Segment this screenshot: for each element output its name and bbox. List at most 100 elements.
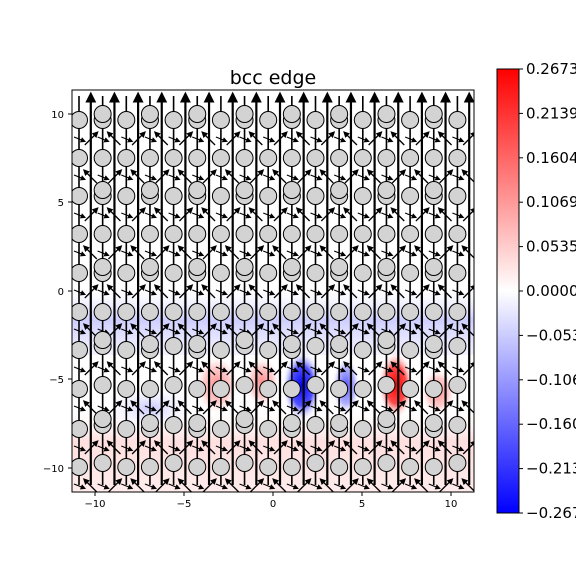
atom [259,225,278,243]
displacement-arrow [73,174,87,181]
displacement-arrow [130,400,145,415]
colorbar: 0.2673 0.2139 0.1604 0.1069 0.0535 0.0000 −0.0… [496,60,576,522]
atom [330,181,349,199]
displacement-arrow [239,250,252,257]
displacement-arrow [295,361,311,376]
displacement-arrow [428,212,441,219]
displacement-arrow [168,289,181,296]
displacement-arrow [192,405,205,412]
displacement-arrow [155,478,170,492]
displacement-arrow [368,284,383,299]
atom [164,303,183,321]
displacement-arrow [461,323,474,337]
displacement-arrow [368,207,383,222]
displacement-arrow [201,440,216,455]
displacement-arrow [297,323,312,338]
displacement-arrow [273,207,288,222]
atom [72,420,88,438]
displacement-arrow [286,445,299,452]
displacement-arrow [168,174,181,181]
displacement-arrow [320,207,336,222]
atom [424,181,443,199]
atom [259,458,278,476]
atom [235,410,254,428]
displacement-arrow [168,445,181,452]
atom [424,458,443,476]
displacement-arrow [144,289,157,296]
displacement-arrow [390,440,405,455]
displacement-arrow [239,174,252,181]
colorbar-gradient [496,68,520,514]
displacement-arrow [82,245,98,260]
displacement-arrow [144,250,157,257]
atom [448,416,467,434]
displacement-arrow [320,361,336,376]
displacement-arrow [239,405,252,412]
displacement-arrow [130,169,145,184]
atom [306,376,325,394]
atom [424,225,443,243]
atom [140,458,159,476]
colorbar-tick-label: 0.2673 [526,60,576,78]
atom [164,149,183,167]
atom [282,414,301,432]
displacement-arrow [391,245,407,260]
displacement-arrow [192,483,205,490]
displacement-arrow [73,405,87,412]
displacement-arrow [391,169,407,184]
plot-title: bcc edge [230,67,317,89]
atom [211,341,230,359]
displacement-arrow [310,212,323,219]
displacement-arrow [192,212,205,219]
displacement-arrow [168,136,181,143]
displacement-arrow [97,289,110,296]
colorbar-tick-label: 0.1069 [526,193,576,211]
atom [282,181,301,199]
displacement-arrow [366,169,382,184]
displacement-arrow [215,483,228,490]
atom [164,111,183,129]
atom [235,454,254,472]
atom [72,380,88,398]
displacement-arrow [226,440,241,455]
displacement-arrow [106,207,121,222]
displacement-arrow [130,245,145,260]
atom [377,376,396,394]
displacement-arrow [73,445,87,452]
displacement-arrow [107,245,123,260]
displacement-arrow [202,323,217,338]
atom [282,258,301,276]
atom [211,380,230,398]
atom [282,335,301,353]
displacement-arrow [273,440,288,455]
displacement-arrow [310,250,323,257]
atom [235,376,254,394]
displacement-arrow [226,131,241,146]
atom [140,181,159,199]
y-axis: 10 5 0 −5 −10 [43,110,72,475]
displacement-arrow [452,405,465,412]
atom [72,303,88,321]
x-tick-label: −5 [177,499,192,510]
displacement-arrow [248,440,263,455]
displacement-arrow [310,174,323,181]
atom [235,149,254,167]
x-tick-label: −10 [84,499,105,510]
atom [93,181,112,199]
displacement-arrow [319,323,334,338]
displacement-arrow [366,400,382,415]
y-tick-label: 0 [58,287,64,298]
displacement-arrow [106,440,121,455]
displacement-arrow [272,245,287,260]
atom [259,149,278,167]
atom [330,303,349,321]
atom [211,111,230,129]
atom [401,458,420,476]
displacement-arrow [439,478,454,492]
displacement-arrow [239,289,252,296]
colorbar-tick-label: −0.1069 [526,371,576,389]
y-tick-label: 5 [58,198,64,209]
atom [353,303,372,321]
displacement-arrow [415,131,430,146]
displacement-arrow [192,328,205,335]
